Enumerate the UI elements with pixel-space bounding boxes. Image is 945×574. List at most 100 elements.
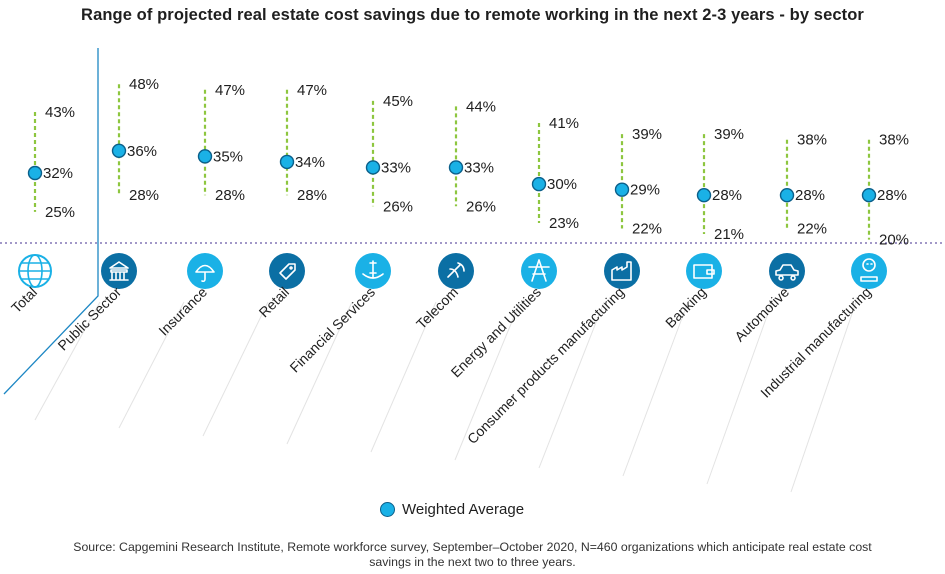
max-value-label: 39% xyxy=(632,126,662,143)
label-guide-line xyxy=(370,301,437,453)
average-value-label: 35% xyxy=(213,148,243,165)
label-guide-line xyxy=(538,301,605,469)
category-label: Automotive xyxy=(731,284,792,345)
average-marker xyxy=(779,187,795,203)
average-marker xyxy=(861,187,877,203)
source-note: Source: Capgemini Research Institute, Re… xyxy=(0,540,945,570)
max-value-label: 38% xyxy=(797,132,827,149)
average-value-label: 29% xyxy=(630,182,660,199)
icon-glyph xyxy=(109,261,129,281)
dollar-hands-icon xyxy=(355,253,391,289)
globe-icon xyxy=(18,254,52,288)
min-value-label: 25% xyxy=(45,204,75,221)
category-label: Insurance xyxy=(155,284,210,339)
average-value-label: 28% xyxy=(795,187,825,204)
average-marker xyxy=(279,154,295,170)
category-label: Financial Services xyxy=(286,284,378,376)
average-marker xyxy=(696,187,712,203)
average-marker xyxy=(365,160,381,175)
average-value-label: 32% xyxy=(43,165,73,182)
average-value-label: 33% xyxy=(381,159,411,176)
average-marker xyxy=(531,176,547,192)
icon-circle xyxy=(686,253,722,289)
average-value-label: 33% xyxy=(464,159,494,176)
min-value-label: 28% xyxy=(215,187,245,204)
max-value-label: 47% xyxy=(297,82,327,99)
chart-title: Range of projected real estate cost savi… xyxy=(81,6,864,24)
min-value-label: 26% xyxy=(383,198,413,215)
icon-glyph xyxy=(860,258,878,282)
label-guide-line xyxy=(706,301,773,485)
source-line-1: Source: Capgemini Research Institute, Re… xyxy=(73,540,872,554)
average-value-label: 28% xyxy=(712,187,742,204)
category-label: Total xyxy=(8,284,40,316)
icon-glyph xyxy=(528,259,550,282)
total-divider-line xyxy=(3,48,99,395)
average-marker xyxy=(111,143,127,159)
icon-circle xyxy=(769,253,805,289)
category-label: Energy and Utilities xyxy=(448,284,545,381)
min-value-label: 28% xyxy=(129,187,159,204)
price-tag-icon xyxy=(269,253,305,289)
label-guide-line xyxy=(454,301,521,461)
min-value-label: 21% xyxy=(714,226,744,243)
category-label: Public Sector xyxy=(54,284,124,354)
wallet-icon xyxy=(686,253,722,289)
legend-label: Weighted Average xyxy=(402,500,525,518)
min-value-label: 20% xyxy=(879,232,909,249)
label-guide-line xyxy=(622,301,689,477)
average-marker xyxy=(197,149,213,164)
max-value-label: 41% xyxy=(549,115,579,132)
category-label: Consumer products manufacturing xyxy=(464,284,627,447)
min-value-label: 28% xyxy=(297,187,327,204)
label-guide-line xyxy=(34,301,101,421)
icon-glyph xyxy=(362,260,384,279)
average-value-label: 36% xyxy=(127,143,157,160)
max-value-label: 48% xyxy=(129,76,159,93)
label-guide-line xyxy=(118,301,185,429)
category-label: Banking xyxy=(662,284,709,331)
icon-glyph xyxy=(611,261,632,281)
icon-circle xyxy=(604,253,640,289)
factory-icon xyxy=(604,253,640,289)
average-value-label: 30% xyxy=(547,176,577,193)
max-value-label: 39% xyxy=(714,126,744,143)
icon-circle xyxy=(269,253,305,289)
average-marker xyxy=(448,160,464,175)
icon-circle xyxy=(101,253,137,289)
min-value-label: 23% xyxy=(549,215,579,232)
average-value-label: 28% xyxy=(877,187,907,204)
average-marker xyxy=(614,182,630,197)
category-label: Telecom xyxy=(413,284,461,332)
source-line-2: savings in the next two to three years. xyxy=(369,555,576,569)
car-icon xyxy=(769,253,805,289)
range-chart: 43% 32% 25% Total 48% 36% 28% Public Sector 47% 3… xyxy=(0,48,945,493)
max-value-label: 43% xyxy=(45,104,75,121)
legend: Weighted Average xyxy=(380,499,524,519)
max-value-label: 45% xyxy=(383,93,413,110)
icon-glyph xyxy=(447,262,465,278)
legend-marker xyxy=(380,501,395,517)
label-guide-line xyxy=(286,301,353,445)
umbrella-icon xyxy=(187,253,223,289)
label-guide-line xyxy=(790,301,857,493)
power-tower-icon xyxy=(521,253,557,289)
max-value-label: 47% xyxy=(215,82,245,99)
min-value-label: 22% xyxy=(632,221,662,238)
label-guide-line xyxy=(202,301,269,437)
max-value-label: 38% xyxy=(879,132,909,149)
icon-circle xyxy=(187,253,223,289)
icon-glyph xyxy=(693,264,715,279)
category-label: Retail xyxy=(255,284,292,321)
min-value-label: 26% xyxy=(466,198,496,215)
gear-robot-icon xyxy=(851,253,887,289)
max-value-label: 44% xyxy=(466,98,496,115)
average-value-label: 34% xyxy=(295,154,325,171)
bank-building-icon xyxy=(101,253,137,289)
icon-glyph xyxy=(195,264,215,283)
icon-glyph xyxy=(279,263,296,280)
satellite-dish-icon xyxy=(438,253,474,289)
icon-glyph xyxy=(775,264,799,281)
icon-circle xyxy=(521,253,557,289)
min-value-label: 22% xyxy=(797,221,827,238)
